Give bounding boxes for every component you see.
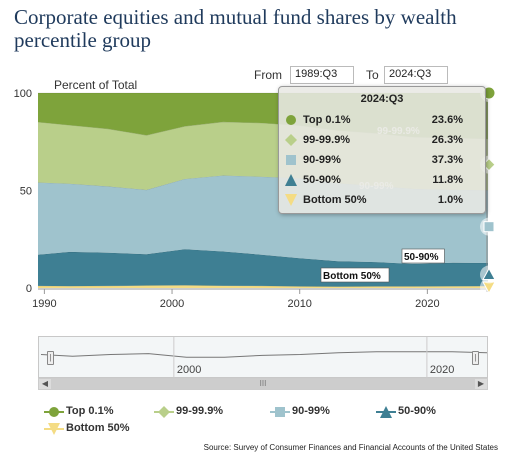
tooltip-series-name: Top 0.1% [303,114,351,126]
data-tooltip: 2024:Q3 Top 0.1% 23.6% 99-99.9% 26.3% 90… [278,86,486,214]
tooltip-row-90: 90-99% 37.3% [279,151,485,171]
range-navigator[interactable]: 2000 2020 | | [38,336,488,379]
tooltip-row-bottom: Bottom 50% 1.0% [279,191,485,211]
navigator-right-handle[interactable]: | [472,351,479,365]
label-band-50: 50-90% [404,252,439,263]
y-tick-label: 0 [26,283,32,295]
x-tick-label: 2010 [287,298,311,310]
diamond-marker-icon [154,406,174,418]
legend-label: 90-99% [292,405,330,417]
date-range-selector: From 1989:Q3 To 2024:Q3 [0,66,512,86]
scroll-left-arrow-icon[interactable]: ◀ [39,379,51,389]
x-tick-label: 2000 [160,298,184,310]
label-band-50-box [401,248,445,264]
tooltip-row-top01: Top 0.1% 23.6% [279,111,485,131]
navigator-line [40,351,488,358]
from-label: From [254,68,282,82]
x-tick-label: 1990 [32,298,56,310]
tooltip-series-name: Bottom 50% [303,194,367,206]
legend-label: Top 0.1% [66,405,114,417]
source-note: Source: Survey of Consumer Finances and … [203,443,498,452]
end-marker-square [483,221,495,233]
scroll-thumb[interactable]: III [51,379,475,389]
from-date-input[interactable]: 1989:Q3 [290,66,354,84]
y-axis-label: Percent of Total [54,78,137,92]
legend-label: 50-90% [398,405,436,417]
tooltip-series-name: 50-90% [303,174,341,186]
tooltip-series-value: 11.8% [432,174,463,186]
square-marker-icon [286,155,296,165]
navigator-tick-label: 2020 [430,364,454,376]
triangle-marker-icon [285,174,297,186]
tooltip-row-99: 99-99.9% 26.3% [279,131,485,151]
page-title: Corporate equities and mutual fund share… [14,5,457,52]
scroll-right-arrow-icon[interactable]: ▶ [475,379,487,389]
label-band-bottom-box [320,267,390,283]
navigator-canvas: 2000 2020 [40,337,488,379]
to-date-input[interactable]: 2024:Q3 [384,66,448,84]
circle-marker-icon [44,407,64,417]
end-marker-triangle [482,267,496,281]
navigator-left-handle[interactable]: | [47,351,54,365]
tooltip-series-name: 99-99.9% [303,134,351,146]
navigator-tick-label: 2000 [177,364,201,376]
x-tick-label: 2020 [415,298,439,310]
legend-label: 99-99.9% [176,405,224,417]
tooltip-date: 2024:Q3 [360,93,404,105]
area-series-0 [38,285,488,288]
y-tick-label: 100 [14,88,32,100]
square-marker-icon [270,407,290,417]
triangle-down-marker-icon [285,194,297,206]
tooltip-series-name: 90-99% [303,154,341,166]
circle-marker-icon [286,115,296,125]
tooltip-series-value: 26.3% [431,134,463,146]
legend-label: Bottom 50% [66,422,130,434]
diamond-marker-icon [285,134,297,146]
to-label: To [366,68,379,82]
triangle-down-marker-icon [44,423,64,435]
y-tick-label: 50 [20,186,32,198]
tooltip-series-value: 1.0% [437,194,463,206]
tooltip-row-50: 50-90% 11.8% [279,171,485,191]
tooltip-series-value: 37.3% [431,154,463,166]
label-band-bottom: Bottom 50% [323,271,381,282]
tooltip-series-value: 23.6% [431,114,463,126]
triangle-marker-icon [376,406,396,418]
chart-legend: Top 0.1% 99-99.9% 90-99% 50-90% Bottom 5… [44,404,504,440]
navigator-scrollbar[interactable]: ◀ III ▶ [38,378,488,390]
